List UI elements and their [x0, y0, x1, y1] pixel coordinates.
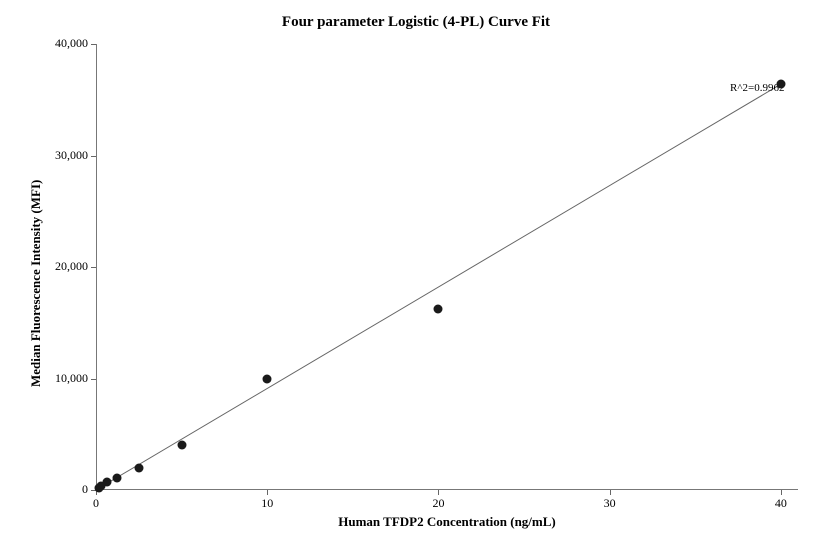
data-point: [263, 374, 272, 383]
x-tick-mark: [438, 490, 439, 495]
plot-area: [96, 44, 798, 490]
x-tick-label: 20: [418, 496, 458, 511]
y-tick-label: 0: [38, 482, 88, 497]
data-point: [177, 441, 186, 450]
x-tick-mark: [781, 490, 782, 495]
y-tick-label: 10,000: [38, 371, 88, 386]
data-point: [776, 80, 785, 89]
x-tick-label: 10: [247, 496, 287, 511]
x-tick-label: 40: [761, 496, 801, 511]
x-tick-mark: [610, 490, 611, 495]
data-point: [434, 305, 443, 314]
y-tick-mark: [91, 379, 96, 380]
x-tick-mark: [267, 490, 268, 495]
y-tick-label: 20,000: [38, 259, 88, 274]
y-tick-label: 30,000: [38, 148, 88, 163]
x-axis-title: Human TFDP2 Concentration (ng/mL): [96, 514, 798, 530]
chart-title: Four parameter Logistic (4-PL) Curve Fit: [0, 14, 832, 31]
chart-container: Four parameter Logistic (4-PL) Curve Fit…: [0, 0, 832, 560]
y-axis-title: Median Fluorescence Intensity (MFI): [28, 180, 44, 387]
y-tick-mark: [91, 267, 96, 268]
y-tick-mark: [91, 156, 96, 157]
x-tick-label: 30: [590, 496, 630, 511]
data-point: [134, 463, 143, 472]
data-point: [102, 478, 111, 487]
y-tick-label: 40,000: [38, 36, 88, 51]
data-point: [113, 473, 122, 482]
x-tick-label: 0: [76, 496, 116, 511]
y-tick-mark: [91, 44, 96, 45]
